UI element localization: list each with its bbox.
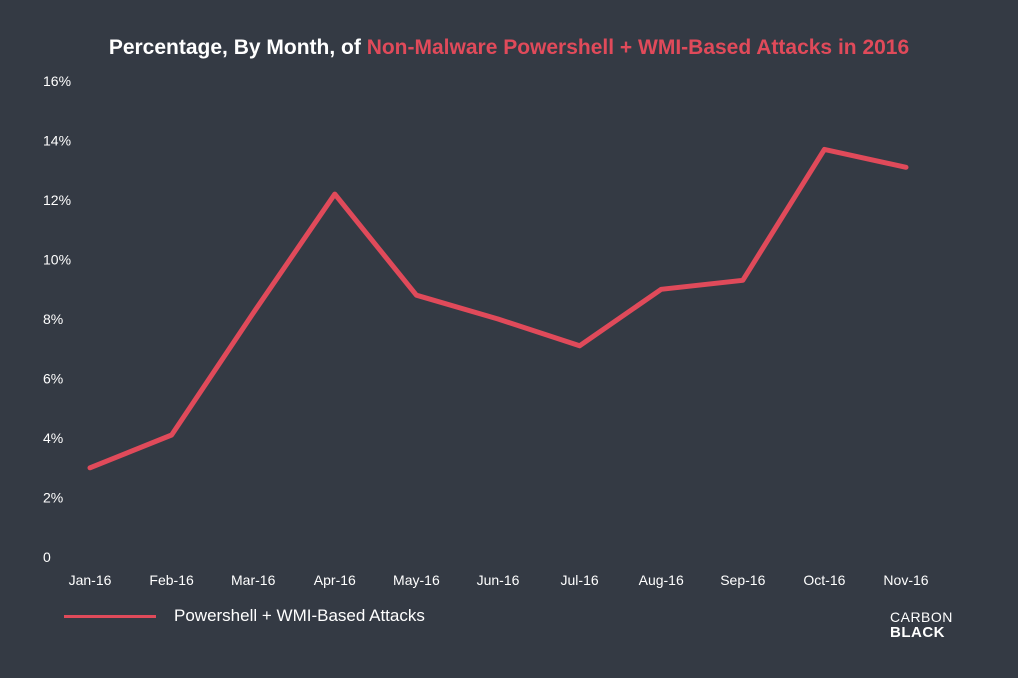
logo-line2: BLACK [890,624,945,641]
y-tick-label: 14% [43,133,71,149]
logo-line1: CARBON [890,609,953,625]
legend-swatch [64,614,156,618]
y-tick-label: 6% [43,371,63,387]
x-tick-label: Jun-16 [477,572,520,588]
x-axis: Jan-16 Feb-16 Mar-16 Apr-16 May-16 Jun-16 Jul-… [69,572,929,588]
y-tick-label: 12% [43,192,71,208]
x-tick-label: Oct-16 [803,572,845,588]
x-tick-label: Nov-16 [883,572,928,588]
x-tick-label: Aug-16 [639,572,684,588]
y-tick-label: 0 [43,549,51,565]
carbon-black-logo: CARBON BLACK [890,609,953,641]
y-axis: 0 2% 4% 6% 8% 10% 12% 14% 16% [43,73,71,565]
y-tick-label: 8% [43,311,63,327]
x-tick-label: May-16 [393,572,440,588]
x-tick-label: Jul-16 [561,572,599,588]
y-tick-label: 4% [43,430,63,446]
legend-label: Powershell + WMI-Based Attacks [174,606,425,625]
title-prefix: Percentage, By Month, of [108,36,367,59]
x-tick-label: Feb-16 [149,572,194,588]
x-tick-label: Sep-16 [720,572,765,588]
x-tick-label: Mar-16 [231,572,276,588]
series-layer [87,146,909,471]
legend: Powershell + WMI-Based Attacks [64,604,425,628]
title-highlight: Non-Malware Powershell + WMI-Based Attac… [366,36,910,59]
series-line [87,146,909,471]
chart-title: Percentage, By Month, of Non-Malware Pow… [0,36,1018,60]
x-tick-label: Apr-16 [314,572,356,588]
x-tick-label: Jan-16 [69,572,112,588]
y-tick-label: 10% [43,252,71,268]
y-tick-label: 16% [43,73,71,89]
y-tick-label: 2% [43,490,63,506]
